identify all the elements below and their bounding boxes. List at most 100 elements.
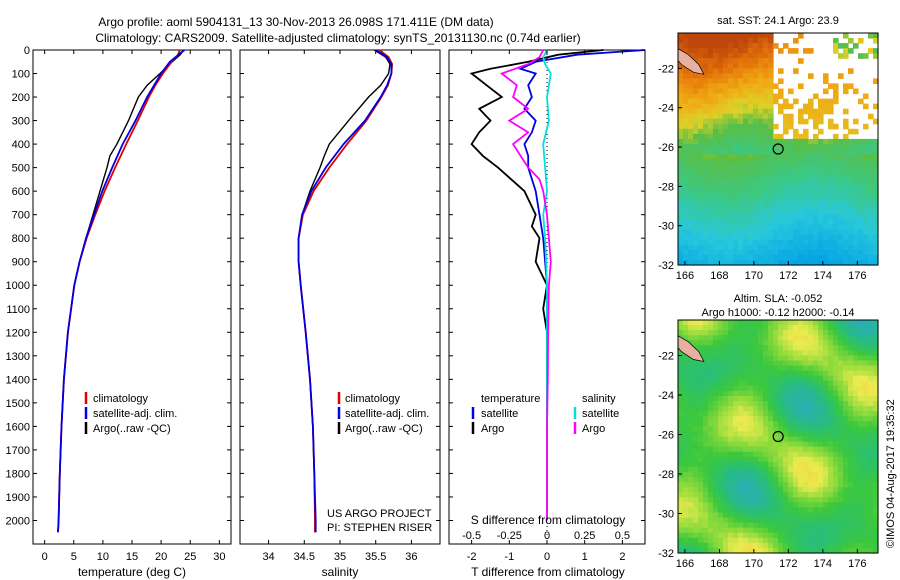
map-cell — [763, 53, 769, 59]
map-cell — [808, 390, 814, 397]
map-cell — [733, 149, 739, 155]
map-cell — [858, 507, 864, 514]
map-cell — [763, 446, 769, 453]
map-cell — [698, 375, 704, 382]
map-cell — [803, 401, 809, 407]
map-cell — [728, 325, 734, 331]
map-cell — [778, 103, 784, 110]
map-cell — [838, 477, 844, 483]
map-cell — [788, 340, 794, 346]
map-cell — [718, 431, 724, 438]
map-cell — [863, 53, 869, 59]
map-cell — [713, 487, 719, 493]
map-cell — [868, 527, 874, 534]
map-cell — [788, 330, 794, 336]
s-diff-ticklabels: -0.5 -0.25 0 0.25 0.5 — [462, 530, 630, 542]
map-cell — [848, 517, 854, 524]
map-cell — [738, 209, 744, 216]
map-cell — [853, 492, 859, 498]
map-cell — [708, 149, 714, 155]
map-cell — [738, 421, 744, 427]
map-cell — [693, 159, 699, 165]
map-cell — [678, 229, 684, 236]
map-cell — [843, 461, 849, 468]
map-cell — [828, 254, 834, 261]
map-cell — [763, 159, 769, 165]
map-cell — [863, 355, 869, 362]
map-cell — [828, 335, 834, 341]
map-cell — [858, 542, 864, 549]
map-cell — [838, 199, 844, 205]
map-cell — [728, 355, 734, 362]
map-cell — [863, 472, 869, 478]
map-cell — [758, 194, 764, 200]
map-cell — [818, 330, 824, 336]
map-cell — [848, 512, 854, 519]
map-cell — [873, 441, 879, 448]
map-cell — [688, 446, 694, 453]
map-cell — [833, 446, 839, 453]
map-cell — [748, 78, 754, 84]
map-cell — [753, 472, 759, 478]
map-cell — [753, 154, 759, 160]
map-cell — [873, 517, 879, 524]
map-cell — [748, 68, 754, 74]
map-cell — [818, 411, 824, 417]
map-cell — [713, 527, 719, 534]
map-cell — [838, 154, 844, 160]
map-cell — [873, 48, 879, 54]
map-cell — [833, 254, 839, 261]
map-cell — [803, 244, 809, 251]
map-cell — [858, 522, 864, 529]
y-tick-label: 800 — [12, 233, 30, 245]
map-cell — [708, 365, 714, 372]
map-cell — [873, 260, 879, 266]
map-cell — [843, 184, 849, 190]
map-cell — [728, 375, 734, 382]
map-cell — [823, 154, 829, 160]
map-cell — [848, 128, 854, 135]
map-cell — [728, 169, 734, 175]
map-cell — [843, 254, 849, 261]
x-tick-label: 0 — [544, 551, 550, 563]
map-cell — [858, 234, 864, 241]
map-cell — [793, 149, 799, 155]
map-cell — [703, 487, 709, 493]
map-cell — [793, 441, 799, 448]
map-cell — [738, 431, 744, 438]
map-cell — [788, 441, 794, 448]
map-cell — [753, 355, 759, 362]
map-cell — [748, 446, 754, 453]
map-cell — [738, 154, 744, 160]
map-cell — [748, 184, 754, 190]
map-cell — [753, 83, 759, 89]
map-cell — [823, 199, 829, 205]
map-cell — [768, 189, 774, 195]
map-cell — [758, 133, 764, 140]
map-cell — [698, 149, 704, 155]
map-cell — [738, 33, 744, 39]
map-cell — [873, 249, 879, 256]
map-cell — [678, 174, 684, 180]
map-cell — [843, 482, 849, 488]
map-cell — [808, 164, 814, 170]
map-cell — [708, 330, 714, 336]
map-cell — [708, 63, 714, 69]
map-cell — [718, 411, 724, 417]
map-cell — [858, 345, 864, 351]
map-cell — [688, 224, 694, 231]
map-cell — [698, 492, 704, 498]
map-cell — [688, 517, 694, 524]
map-cell — [793, 396, 799, 402]
map-cell — [698, 244, 704, 251]
map-cell — [798, 472, 804, 478]
map-cell — [818, 527, 824, 534]
map-cell — [713, 380, 719, 387]
map-cell — [753, 431, 759, 438]
map-cell — [698, 335, 704, 341]
map-cell — [753, 219, 759, 226]
map-cell — [783, 441, 789, 448]
map-cell — [768, 426, 774, 433]
map-cell — [748, 411, 754, 417]
map-cell — [703, 184, 709, 190]
